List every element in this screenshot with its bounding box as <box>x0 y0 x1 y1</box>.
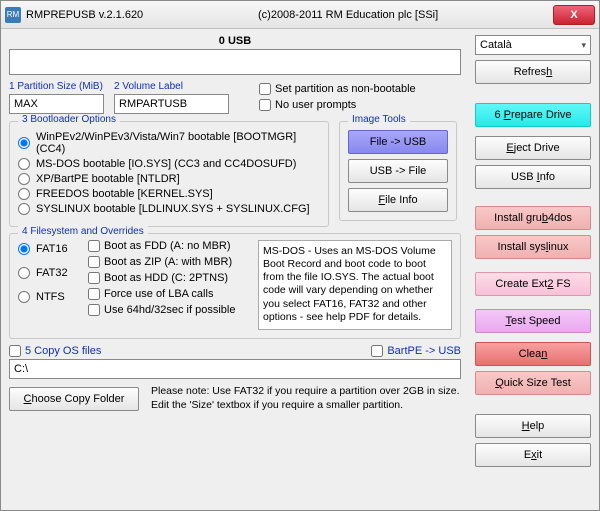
bartpe-label: BartPE -> USB <box>387 345 461 357</box>
language-value: Català <box>480 39 512 51</box>
bootloader-opt5-label: SYSLINUX bootable [LDLINUX.SYS + SYSLINU… <box>36 203 310 215</box>
clean-button[interactable]: Clean <box>475 342 591 366</box>
bootloader-syslinux-radio[interactable]: SYSLINUX bootable [LDLINUX.SYS + SYSLINU… <box>18 203 320 215</box>
usb-header: 0 USB <box>9 35 461 47</box>
install-grub4dos-button[interactable]: Install grub4dos <box>475 206 591 230</box>
bootloader-freedos-radio[interactable]: FREEDOS bootable [KERNEL.SYS] <box>18 188 320 200</box>
nonbootable-checkbox[interactable]: Set partition as non-bootable <box>259 83 416 95</box>
close-button[interactable]: X <box>553 5 595 25</box>
bootloader-opt1-label: WinPEv2/WinPEv3/Vista/Win7 bootable [BOO… <box>36 131 320 155</box>
app-window: RM RMPREPUSB v.2.1.620 (c)2008-2011 RM E… <box>0 0 600 511</box>
lba-label: Force use of LBA calls <box>104 288 213 300</box>
quick-size-test-button[interactable]: Quick Size Test <box>475 371 591 395</box>
exit-button[interactable]: Exit <box>475 443 591 467</box>
fat32-label: FAT32 <box>36 267 68 279</box>
hdd-label: Boot as HDD (C: 2PTNS) <box>104 272 228 284</box>
fat16-radio[interactable]: FAT16 <box>18 243 78 255</box>
bootloader-opt2-label: MS-DOS bootable [IO.SYS] (CC3 and CC4DOS… <box>36 158 296 170</box>
language-select[interactable]: Català ▾ <box>475 35 591 55</box>
copy-path-input[interactable] <box>9 359 461 379</box>
filesystem-group-title: 4 Filesystem and Overrides <box>18 226 148 237</box>
prepare-drive-button[interactable]: 6 Prepare Drive <box>475 103 591 127</box>
eject-drive-button[interactable]: Eject Drive <box>475 136 591 160</box>
footer-note: Please note: Use FAT32 if you require a … <box>151 385 461 412</box>
file-to-usb-button[interactable]: File -> USB <box>348 130 448 154</box>
window-title: RMPREPUSB v.2.1.620 <box>26 9 143 21</box>
sec-label: Use 64hd/32sec if possible <box>104 304 235 316</box>
sec-checkbox[interactable]: Use 64hd/32sec if possible <box>88 304 248 316</box>
fat32-radio[interactable]: FAT32 <box>18 267 78 279</box>
app-icon: RM <box>5 7 21 23</box>
copyright-text: (c)2008-2011 RM Education plc [SSi] <box>143 9 553 21</box>
copy-os-label: 5 Copy OS files <box>25 345 101 357</box>
fdd-label: Boot as FDD (A: no MBR) <box>104 240 231 252</box>
nouserprompts-label: No user prompts <box>275 99 356 111</box>
bootloader-group-title: 3 Bootloader Options <box>18 114 120 125</box>
partition-size-label: 1 Partition Size (MiB) <box>9 81 104 92</box>
volume-label-input[interactable] <box>114 94 229 114</box>
titlebar: RM RMPREPUSB v.2.1.620 (c)2008-2011 RM E… <box>1 1 599 29</box>
bootloader-opt4-label: FREEDOS bootable [KERNEL.SYS] <box>36 188 213 200</box>
bootloader-msdos-radio[interactable]: MS-DOS bootable [IO.SYS] (CC3 and CC4DOS… <box>18 158 320 170</box>
file-info-button[interactable]: FFile Infoile Info <box>348 188 448 212</box>
usb-to-file-button[interactable]: USB -> File <box>348 159 448 183</box>
bootloader-xp-radio[interactable]: XP/BartPE bootable [NTLDR] <box>18 173 320 185</box>
imagetools-group-title: Image Tools <box>348 114 410 125</box>
partition-size-input[interactable] <box>9 94 104 114</box>
drive-select-input[interactable] <box>9 49 461 75</box>
install-syslinux-button[interactable]: Install syslinux <box>475 235 591 259</box>
fat16-label: FAT16 <box>36 243 68 255</box>
bootloader-opt3-label: XP/BartPE bootable [NTLDR] <box>36 173 180 185</box>
ntfs-radio[interactable]: NTFS <box>18 291 78 303</box>
nonbootable-label: Set partition as non-bootable <box>275 83 416 95</box>
boot-fdd-checkbox[interactable]: Boot as FDD (A: no MBR) <box>88 240 248 252</box>
refresh-button[interactable]: Refresh <box>475 60 591 84</box>
volume-label-label: 2 Volume Label <box>114 81 229 92</box>
test-speed-button[interactable]: Test Speed <box>475 309 591 333</box>
create-ext2-button[interactable]: Create Ext2 FS <box>475 272 591 296</box>
filesystem-help-text: MS-DOS - Uses an MS-DOS Volume Boot Reco… <box>258 240 452 330</box>
chevron-down-icon: ▾ <box>581 40 586 51</box>
boot-hdd-checkbox[interactable]: Boot as HDD (C: 2PTNS) <box>88 272 248 284</box>
lba-checkbox[interactable]: Force use of LBA calls <box>88 288 248 300</box>
ntfs-label: NTFS <box>36 291 65 303</box>
nouserprompts-checkbox[interactable]: No user prompts <box>259 99 416 111</box>
bartpe-checkbox[interactable]: BartPE -> USB <box>371 345 461 357</box>
choose-copy-folder-button[interactable]: Choose Copy Folder <box>9 387 139 411</box>
copy-os-files-checkbox[interactable]: 5 Copy OS files <box>9 345 101 357</box>
usb-info-button[interactable]: USB Info <box>475 165 591 189</box>
zip-label: Boot as ZIP (A: with MBR) <box>104 256 232 268</box>
bootloader-winpe-radio[interactable]: WinPEv2/WinPEv3/Vista/Win7 bootable [BOO… <box>18 131 320 155</box>
boot-zip-checkbox[interactable]: Boot as ZIP (A: with MBR) <box>88 256 248 268</box>
help-button[interactable]: Help <box>475 414 591 438</box>
